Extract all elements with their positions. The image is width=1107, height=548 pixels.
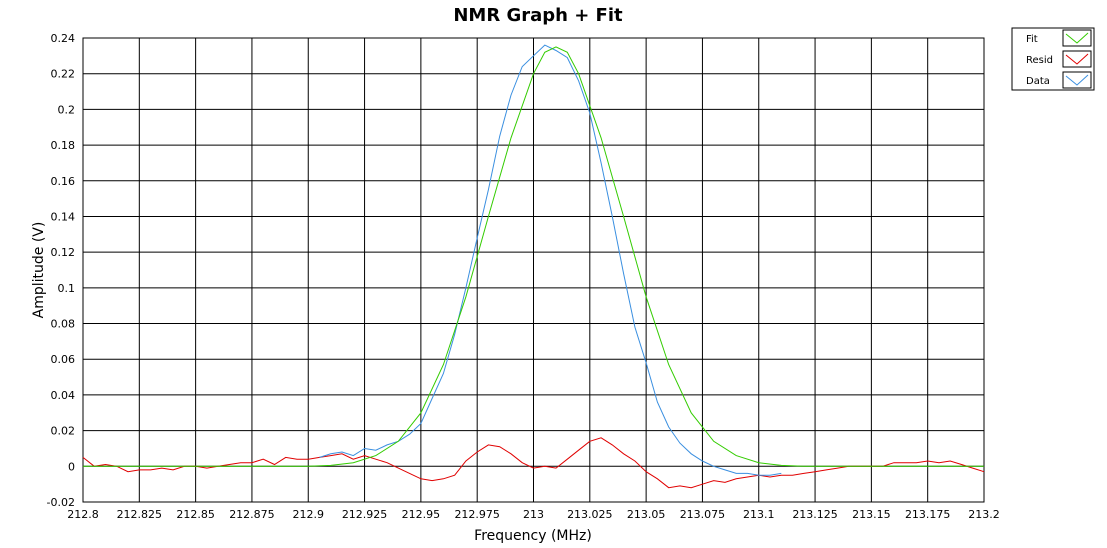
legend-line-data: [1065, 74, 1089, 86]
x-tick-labels: 212.8 212.825 212.85 212.875 212.9 212.925 212…: [67, 508, 1000, 521]
legend-swatch-resid: [1062, 50, 1092, 68]
x-tick-label: 212.825: [117, 508, 163, 521]
y-tick-label: 0.16: [51, 175, 76, 188]
y-tick-label: 0.04: [51, 389, 76, 402]
y-tick-label: 0.1: [58, 282, 76, 295]
y-tick-label: 0.22: [51, 68, 76, 81]
legend-swatch-data: [1062, 71, 1092, 89]
x-tick-label: 213.025: [567, 508, 613, 521]
legend-swatch-fit: [1062, 29, 1092, 47]
x-axis-label: Frequency (MHz): [474, 528, 592, 544]
x-tick-label: 212.925: [342, 508, 388, 521]
y-tick-label: 0.12: [51, 246, 76, 259]
grid: [82, 37, 985, 503]
series-line-resid: [82, 437, 985, 489]
y-tick-labels: 0.24 0.22 0.2 0.18 0.16 0.14 0.12 0.1 0.08 0.06 0.…: [47, 32, 75, 509]
series-line-fit: [83, 46, 984, 467]
plot-frame: [82, 37, 985, 503]
x-tick-label: 212.875: [229, 508, 275, 521]
legend-label-data: Data: [1026, 76, 1050, 87]
y-tick-label: 0.24: [51, 32, 76, 45]
legend-line-fit: [1065, 32, 1089, 44]
y-tick-label: 0.14: [51, 210, 76, 223]
x-tick-label: 213.1: [743, 508, 775, 521]
x-tick-label: 212.975: [454, 508, 500, 521]
y-axis-label: Amplitude (V): [31, 222, 47, 319]
x-tick-label: 213.2: [968, 508, 1000, 521]
y-tick-label: 0.08: [51, 318, 76, 331]
x-tick-label: 213.075: [680, 508, 726, 521]
legend-label-resid: Resid: [1026, 55, 1053, 66]
x-tick-label: 213.05: [627, 508, 666, 521]
x-tick-label: 213.175: [905, 508, 951, 521]
legend-line-resid: [1065, 53, 1089, 65]
x-tick-label: 213.125: [792, 508, 838, 521]
y-tick-label: 0: [68, 460, 75, 473]
x-tick-label: 212.9: [293, 508, 325, 521]
y-tick-label: 0.02: [51, 425, 76, 438]
x-tick-label: 212.95: [402, 508, 441, 521]
y-tick-label: 0.18: [51, 139, 76, 152]
x-tick-label: 213: [523, 508, 544, 521]
x-tick-label: 212.85: [176, 508, 215, 521]
chart-title: NMR Graph + Fit: [453, 5, 623, 26]
legend-label-fit: Fit: [1026, 34, 1038, 45]
legend: Fit Resid Data: [1011, 27, 1095, 91]
y-tick-label: 0.06: [51, 353, 76, 366]
y-tick-label: -0.02: [47, 496, 75, 509]
series-layer: [82, 44, 985, 489]
x-tick-label: 213.15: [852, 508, 891, 521]
y-tick-label: 0.2: [58, 103, 76, 116]
x-tick-label: 212.8: [67, 508, 99, 521]
